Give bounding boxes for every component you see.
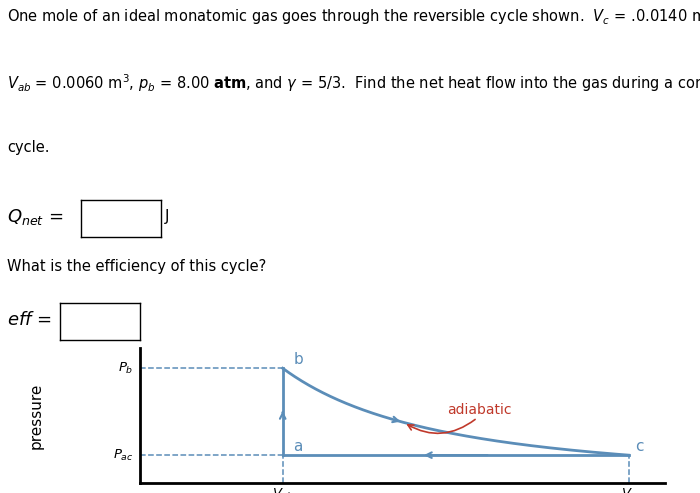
Text: One mole of an ideal monatomic gas goes through the reversible cycle shown.  $V_: One mole of an ideal monatomic gas goes … [7,5,700,27]
Text: J: J [164,210,169,224]
Text: pressure: pressure [29,382,43,449]
Text: cycle.: cycle. [7,140,50,155]
Text: $V_c$: $V_c$ [621,487,637,493]
Text: $V_{ab}$ = 0.0060 m$^3$, $p_b$ = 8.00 $\mathbf{atm}$, and $\gamma$ = 5/3.  Find : $V_{ab}$ = 0.0060 m$^3$, $p_b$ = 8.00 $\… [7,72,700,94]
Text: c: c [635,439,644,454]
Text: a: a [293,439,303,454]
Text: What is the efficiency of this cycle?: What is the efficiency of this cycle? [7,259,266,274]
Text: $Q_{net}$ =: $Q_{net}$ = [7,207,63,227]
Text: b: b [293,352,303,366]
Text: $eff$ =: $eff$ = [7,312,52,329]
Text: adiabatic: adiabatic [447,403,512,417]
Text: $V_{ab}$: $V_{ab}$ [272,487,294,493]
Text: $P_{ac}$: $P_{ac}$ [113,448,134,463]
Text: $P_b$: $P_b$ [118,361,134,376]
